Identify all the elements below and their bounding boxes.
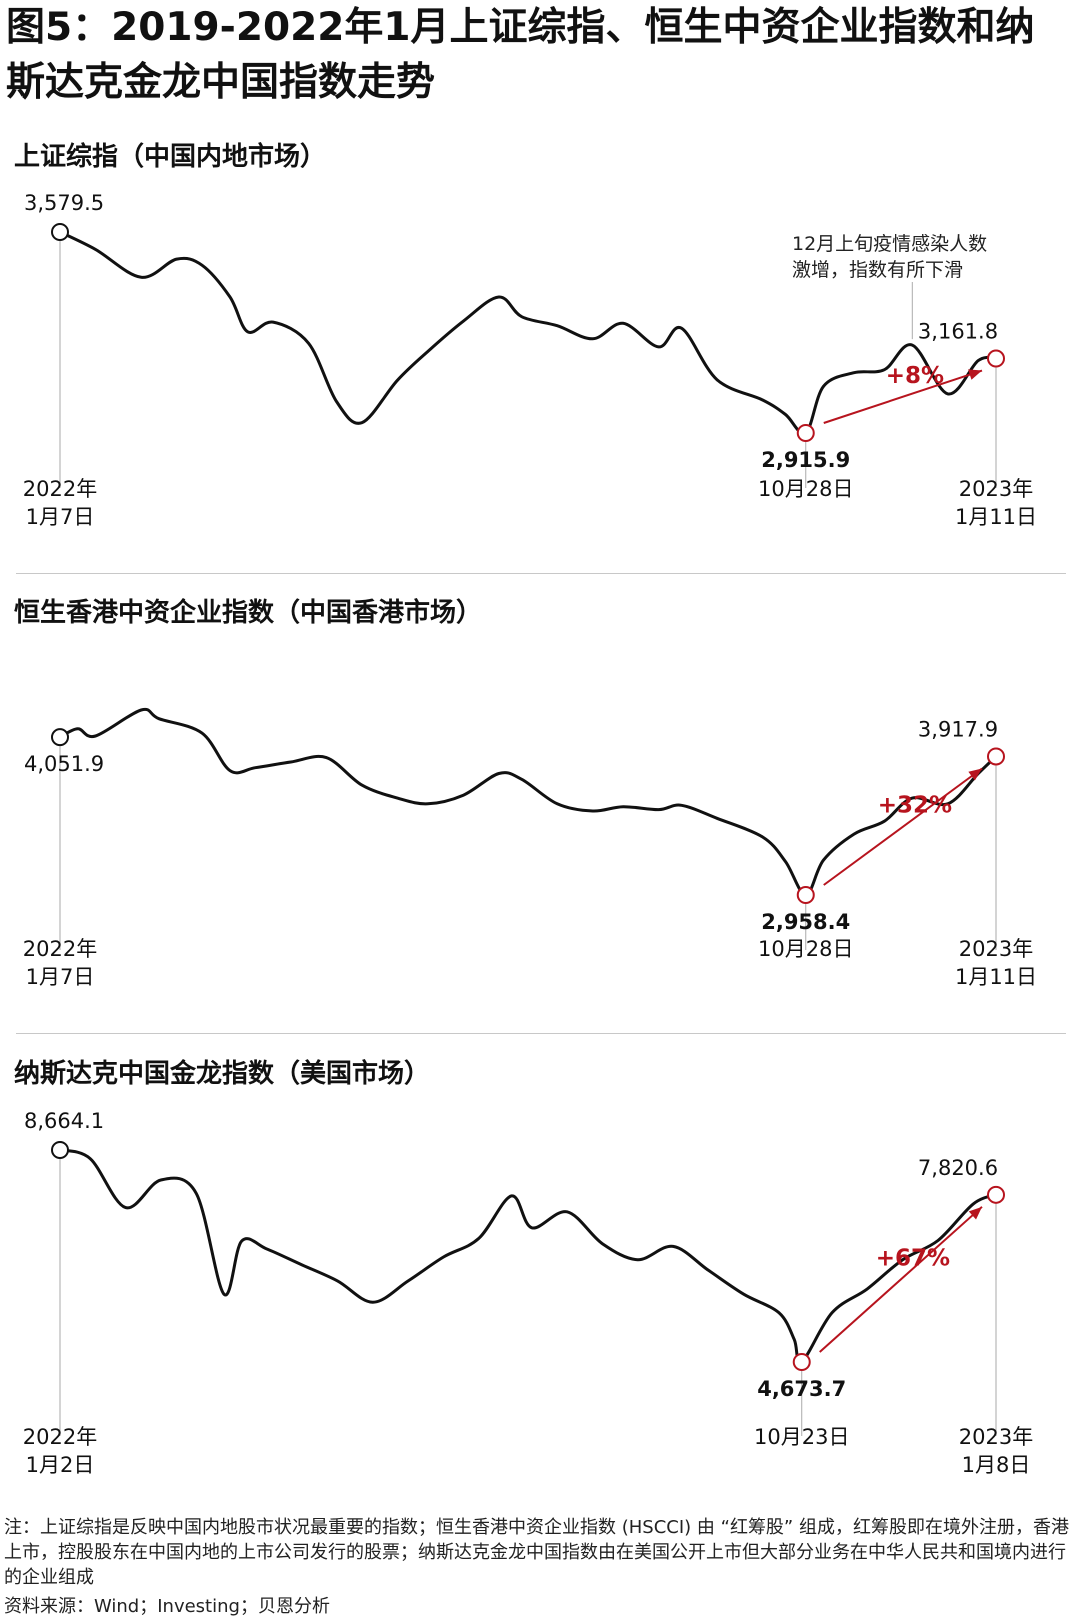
growth-arrow — [819, 1206, 983, 1353]
start-marker — [51, 1141, 69, 1159]
panel-title-hscci: 恒生香港中资企业指数（中国香港市场） — [14, 598, 483, 628]
series-line — [58, 707, 998, 897]
low-marker — [792, 1353, 811, 1371]
footnote: 注：上证综指是反映中国内地股市状况最重要的指数；恒生香港中资企业指数 (HSCC… — [4, 1517, 1069, 1588]
data-point — [266, 1249, 267, 1250]
data-point — [408, 1280, 409, 1281]
start-value-label: 8,664.1 — [24, 1109, 104, 1133]
start-date-year: 2022年 — [23, 1425, 97, 1449]
panel-nasdaq-golden-dragon: 纳斯达克中国金龙指数（美国市场） 8,664.1 4,673.7 7,820.6 +6… — [14, 1059, 1033, 1477]
growth-arrow-head — [968, 768, 982, 781]
data-point — [567, 1211, 568, 1212]
growth-arrow — [823, 369, 983, 424]
data-point — [794, 1339, 795, 1340]
data-point — [937, 1240, 938, 1241]
end-marker — [987, 747, 1005, 766]
data-point — [832, 1312, 833, 1313]
data-point — [223, 1294, 224, 1295]
end-value-label: 3,917.9 — [918, 717, 998, 741]
data-point — [241, 1241, 242, 1242]
start-value-label: 4,051.9 — [24, 752, 104, 776]
data-point — [478, 1238, 479, 1239]
data-point — [779, 1312, 780, 1313]
data-point — [602, 1243, 603, 1244]
data-point — [708, 1270, 709, 1271]
end-value-label: 3,161.8 — [918, 320, 998, 344]
panel-title-nasdaq: 纳斯达克中国金龙指数（美国市场） — [14, 1059, 431, 1089]
growth-arrow — [823, 767, 983, 886]
figure-title: 图5：2019-2022年1月上证综指、恒生中资企业指数和纳斯达克金龙中国指数走… — [6, 5, 1035, 105]
start-value-label: 3,579.5 — [24, 191, 104, 215]
data-point — [973, 1203, 974, 1204]
low-marker — [796, 424, 815, 442]
chart-shanghai: 3,579.5 2,915.9 3,161.8 +8% 2022年 1月7日 10月28日 2… — [23, 191, 1037, 529]
panel-divider-2 — [16, 1033, 1066, 1034]
panel-title-shanghai: 上证综指（中国内地市场） — [14, 142, 327, 172]
low-date-label: 10月28日 — [758, 477, 853, 501]
data-point — [196, 1193, 197, 1194]
data-point — [302, 1264, 303, 1265]
annotation-line-1: 12月上旬疫情感染人数 — [792, 233, 987, 255]
data-point — [867, 1288, 868, 1289]
data-point — [443, 1257, 444, 1258]
growth-percent-label: +8% — [886, 363, 944, 389]
end-date-day: 1月8日 — [962, 1453, 1031, 1477]
start-marker — [51, 728, 69, 747]
end-marker — [987, 1185, 1005, 1204]
low-value-label: 2,958.4 — [761, 910, 850, 934]
series-line — [58, 1148, 998, 1365]
low-date-label: 10月28日 — [758, 937, 853, 961]
growth-percent-label: +32% — [878, 793, 952, 819]
start-date-year: 2022年 — [23, 477, 97, 501]
chart-nasdaq: 8,664.1 4,673.7 7,820.6 +67% 2022年 1月2日 10月23日… — [23, 1109, 1033, 1477]
growth-arrow-head — [968, 1206, 982, 1220]
panel-shanghai: 上证综指（中国内地市场） 3,579.5 2,915.9 3,161.8 +8% 202… — [0, 0, 1080, 560]
data-point — [743, 1294, 744, 1295]
growth-percent-label: +67% — [876, 1245, 950, 1271]
end-date-year: 2023年 — [959, 1425, 1033, 1449]
chart-hscci: 4,051.9 2,958.4 3,917.9 +32% 2022年 1月7日 10月28日… — [23, 707, 1037, 989]
end-date-year: 2023年 — [959, 477, 1033, 501]
data-point — [673, 1246, 674, 1247]
data-point — [637, 1259, 638, 1260]
data-point — [125, 1207, 126, 1208]
data-point — [511, 1195, 512, 1196]
data-point — [90, 1158, 91, 1159]
data-point — [160, 1179, 161, 1180]
panel-divider-1 — [16, 573, 1066, 574]
start-date-day: 1月7日 — [26, 505, 95, 529]
start-date-day: 1月7日 — [26, 965, 95, 989]
annotation-line-2: 激增，指数有所下滑 — [792, 259, 963, 281]
end-value-label: 7,820.6 — [918, 1156, 998, 1180]
end-date-year: 2023年 — [959, 937, 1033, 961]
series-line — [58, 230, 998, 436]
end-date-day: 1月11日 — [955, 505, 1037, 529]
start-marker — [51, 223, 69, 241]
end-marker — [987, 349, 1005, 368]
start-date-day: 1月2日 — [26, 1453, 95, 1477]
data-point — [531, 1227, 532, 1228]
growth-arrow-head — [968, 369, 982, 380]
low-value-label: 4,673.7 — [757, 1377, 846, 1401]
start-date-year: 2022年 — [23, 937, 97, 961]
panel-hscci: 恒生香港中资企业指数（中国香港市场） 4,051.9 2,958.4 3,917.9… — [14, 598, 1037, 989]
data-point — [337, 1280, 338, 1281]
source-line: 资料来源：Wind；Investing；贝恩分析 — [4, 1596, 330, 1617]
low-date-label: 10月23日 — [754, 1425, 849, 1449]
data-point — [372, 1302, 373, 1303]
low-value-label: 2,915.9 — [761, 448, 850, 472]
low-marker — [796, 886, 815, 904]
end-date-day: 1月11日 — [955, 965, 1037, 989]
